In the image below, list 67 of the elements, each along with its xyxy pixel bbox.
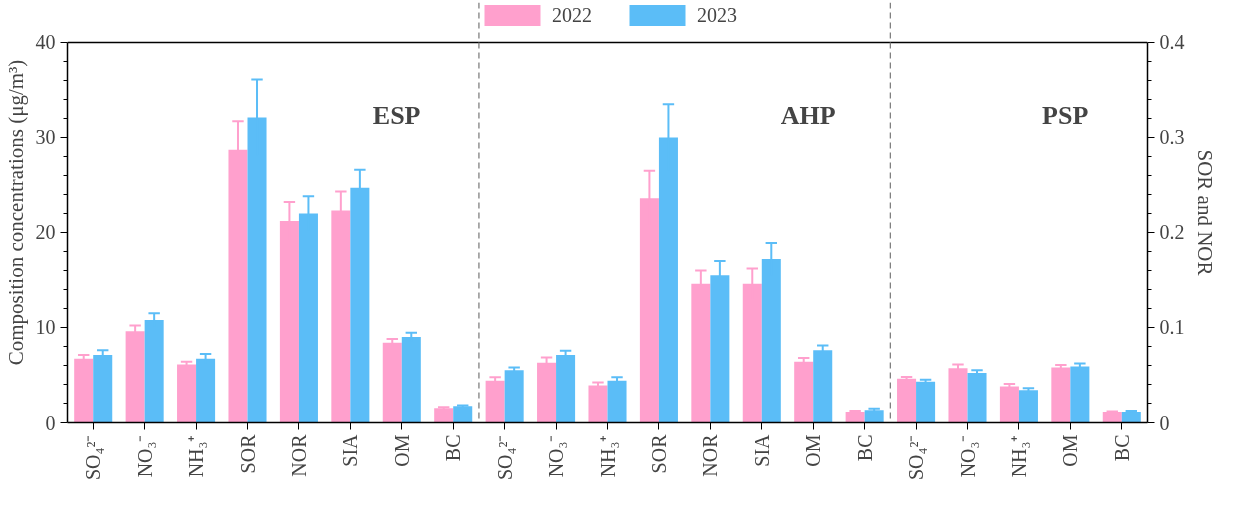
x-tick-label: OM bbox=[802, 434, 825, 467]
bar bbox=[1121, 412, 1141, 423]
bar bbox=[485, 380, 505, 423]
annotation: ESP bbox=[372, 100, 421, 130]
legend-label: 2023 bbox=[697, 3, 737, 27]
bar bbox=[1051, 367, 1071, 423]
x-tick-label: SOR bbox=[236, 433, 259, 474]
y2-axis-title: SOR and NOR bbox=[1192, 149, 1217, 276]
bar bbox=[607, 380, 627, 423]
bar bbox=[588, 385, 608, 423]
bar bbox=[916, 381, 936, 423]
y2-tick-label: 0.3 bbox=[1159, 126, 1185, 149]
y2-tick-label: 0.4 bbox=[1159, 31, 1185, 54]
x-tick-label: SOR bbox=[647, 433, 670, 474]
bar bbox=[125, 331, 145, 423]
bar bbox=[382, 342, 402, 423]
x-tick-label: NO₃⁻ bbox=[545, 434, 568, 478]
x-tick-label: NH₃⁺ bbox=[596, 434, 619, 478]
bar bbox=[813, 350, 833, 423]
x-tick-label: NOR bbox=[287, 433, 310, 477]
annotation: AHP bbox=[780, 100, 836, 130]
x-tick-label: SIA bbox=[750, 433, 773, 467]
y-tick-label: 40 bbox=[35, 31, 56, 54]
bar bbox=[1018, 390, 1038, 423]
x-tick-label: NH₃⁺ bbox=[1007, 434, 1030, 478]
bar bbox=[177, 364, 197, 423]
x-tick-label: BC bbox=[1110, 434, 1133, 462]
y-tick-label: 30 bbox=[35, 126, 56, 149]
x-tick-label: SIA bbox=[339, 433, 362, 467]
bar bbox=[999, 386, 1019, 423]
bar bbox=[453, 406, 473, 423]
y-tick-label: 20 bbox=[35, 221, 56, 244]
bar bbox=[1070, 366, 1090, 423]
y-tick-label: 10 bbox=[35, 316, 56, 339]
x-tick-label: NO₃⁻ bbox=[133, 434, 156, 478]
x-tick-label: SO₄²⁻ bbox=[905, 434, 928, 481]
bar bbox=[1102, 412, 1122, 423]
annotation: PSP bbox=[1042, 100, 1089, 130]
x-tick-label: SO₄²⁻ bbox=[493, 434, 516, 481]
x-tick-label: OM bbox=[1059, 434, 1082, 467]
bar bbox=[864, 410, 884, 423]
bar bbox=[401, 336, 421, 423]
bar bbox=[74, 358, 94, 423]
x-tick-label: NO₃⁻ bbox=[956, 434, 979, 478]
x-tick-label: NH₃⁺ bbox=[185, 434, 208, 478]
x-tick-label: SO₄²⁻ bbox=[82, 434, 105, 481]
bar bbox=[434, 408, 454, 423]
y-axis-title: Composition concentrations (μg/m³) bbox=[3, 59, 28, 366]
x-tick-label: BC bbox=[853, 434, 876, 462]
bar bbox=[556, 355, 576, 423]
bar bbox=[196, 358, 216, 423]
y2-tick-label: 0.2 bbox=[1159, 221, 1185, 244]
bar bbox=[537, 362, 557, 423]
bar bbox=[845, 412, 865, 423]
y-tick-label: 0 bbox=[45, 411, 56, 434]
y2-tick-label: 0 bbox=[1159, 411, 1170, 434]
y2-tick-label: 0.1 bbox=[1159, 316, 1185, 339]
bar bbox=[93, 355, 113, 423]
bar bbox=[897, 378, 917, 423]
bar bbox=[504, 370, 524, 423]
bar bbox=[967, 373, 987, 423]
x-tick-label: OM bbox=[390, 434, 413, 467]
x-tick-label: NOR bbox=[699, 433, 722, 477]
bar bbox=[948, 368, 968, 423]
x-tick-label: BC bbox=[442, 434, 465, 462]
bar bbox=[794, 361, 814, 423]
legend-label: 2022 bbox=[552, 3, 592, 27]
